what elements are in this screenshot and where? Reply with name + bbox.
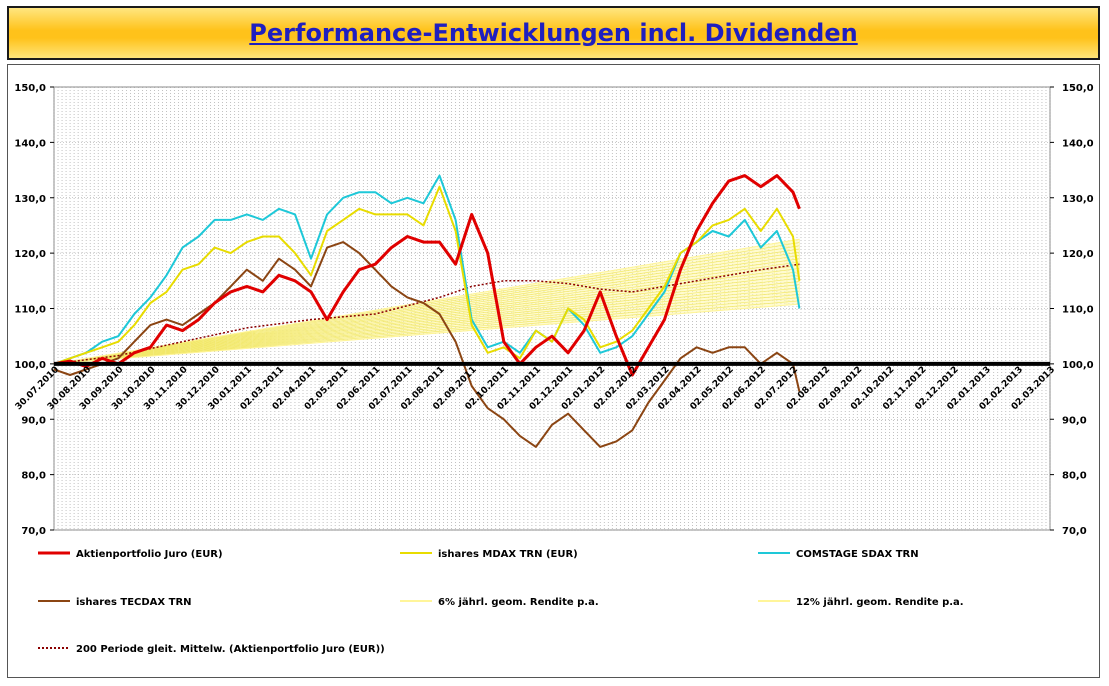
y-tick-label-right: 80,0 <box>1062 471 1087 482</box>
y-tick-label-right: 150,0 <box>1062 83 1094 94</box>
series-line-4 <box>53 303 800 365</box>
y-tick-label-left: 110,0 <box>14 305 46 316</box>
y-tick-label-left: 90,0 <box>21 415 46 426</box>
y-tick-label-left: 150,0 <box>14 83 46 94</box>
y-tick-label-left: 100,0 <box>14 360 46 371</box>
legend: Aktienportfolio Juro (EUR) ishares MDAX T… <box>38 549 964 655</box>
legend-label-5: 12% jährl. geom. Rendite p.a. <box>796 597 964 608</box>
series-line-3 <box>53 241 801 448</box>
y-tick-label-right: 110,0 <box>1062 305 1094 316</box>
y-tick-label-left: 70,0 <box>21 526 46 537</box>
y-tick-label-left: 80,0 <box>21 471 46 482</box>
y-tick-label-right: 90,0 <box>1062 415 1087 426</box>
legend-label-1: ishares MDAX TRN (EUR) <box>438 549 578 560</box>
series-line-5 <box>53 238 800 365</box>
series-line-1 <box>53 185 801 365</box>
chart-title-banner: Performance-Entwicklungen incl. Dividend… <box>7 6 1100 60</box>
y-tick-label-right: 100,0 <box>1062 360 1094 371</box>
chart-title: Performance-Entwicklungen incl. Dividend… <box>249 19 858 47</box>
series-lines <box>53 174 801 448</box>
legend-label-4: 6% jährl. geom. Rendite p.a. <box>438 597 599 608</box>
y-tick-label-left: 120,0 <box>14 249 46 260</box>
legend-label-3: ishares TECDAX TRN <box>76 597 192 608</box>
y-tick-label-right: 70,0 <box>1062 526 1087 537</box>
series-line-0 <box>53 174 801 377</box>
y-tick-label-left: 140,0 <box>14 138 46 149</box>
series-line-6 <box>53 263 800 365</box>
legend-label-6: 200 Periode gleit. Mittelw. (Aktienportf… <box>76 644 385 655</box>
y-tick-label-right: 130,0 <box>1062 194 1094 205</box>
legend-label-0: Aktienportfolio Juro (EUR) <box>76 549 223 560</box>
y-tick-label-left: 130,0 <box>14 194 46 205</box>
y-tick-label-right: 140,0 <box>1062 138 1094 149</box>
legend-label-2: COMSTAGE SDAX TRN <box>796 549 919 560</box>
y-tick-label-right: 120,0 <box>1062 249 1094 260</box>
